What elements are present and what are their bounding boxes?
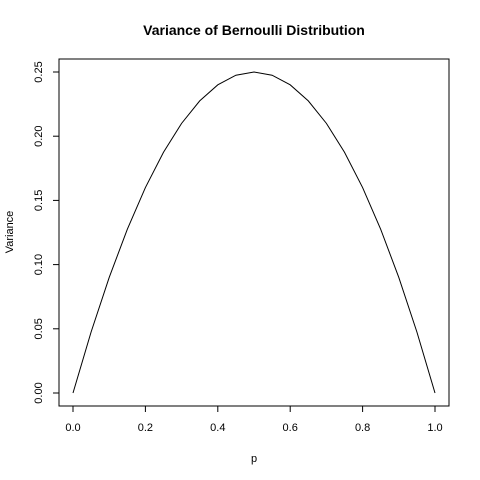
y-tick-label: 0.15 [33,190,45,211]
chart-title: Variance of Bernoulli Distribution [143,22,365,38]
x-tick-label: 0.4 [210,422,225,434]
series-line [72,71,436,394]
y-tick-label: 0.05 [33,318,45,339]
x-tick-label: 0.6 [283,422,298,434]
y-axis: 0.00 0.05 0.10 0.15 0.20 0.25 [33,61,60,404]
x-tick-label: 0.2 [138,422,153,434]
y-tick-label: 0.20 [33,125,45,146]
y-tick-label: 0.10 [33,254,45,275]
y-tick-label: 0.25 [33,61,45,82]
plot-frame [58,58,450,407]
x-tick-label: 0.8 [355,422,370,434]
x-tick-label: 0.0 [65,422,80,434]
x-axis-label: p [251,453,257,465]
x-tick-label: 1.0 [427,422,442,434]
y-tick-label: 0.00 [33,382,45,403]
x-axis: 0.0 0.2 0.4 0.6 0.8 1.0 [65,405,443,434]
y-axis-label: Variance [4,211,16,254]
